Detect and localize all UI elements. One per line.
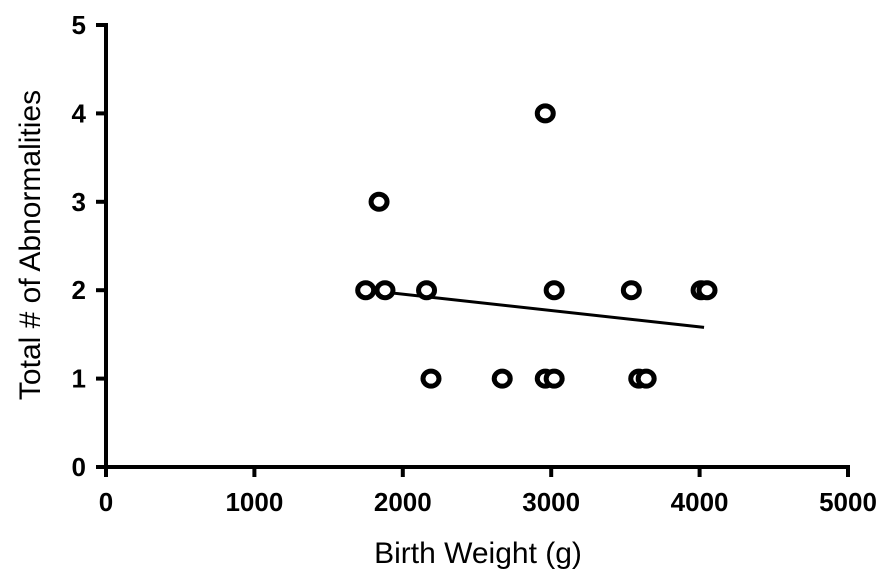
data-point <box>358 283 374 298</box>
data-points <box>358 106 715 386</box>
y-tick-label: 5 <box>72 10 86 40</box>
x-tick-label: 2000 <box>374 487 432 517</box>
data-point <box>419 283 435 298</box>
x-tick-label: 3000 <box>522 487 580 517</box>
y-tick-label: 0 <box>72 452 86 482</box>
data-point <box>638 371 654 386</box>
data-point <box>546 371 562 386</box>
axes <box>106 23 850 467</box>
y-axis-label: Total # of Abnormalities <box>14 90 47 400</box>
x-tick-label: 0 <box>99 487 113 517</box>
data-point <box>623 283 639 298</box>
y-tick-label: 2 <box>72 275 86 305</box>
data-point <box>423 371 439 386</box>
x-tick-label: 4000 <box>671 487 729 517</box>
x-tick-label: 5000 <box>819 487 877 517</box>
tick-labels: 0 1000 2000 3000 4000 5000 0 1 2 3 4 5 <box>72 10 877 517</box>
y-tick-label: 1 <box>72 364 86 394</box>
x-axis-label: Birth Weight (g) <box>374 537 582 570</box>
data-point <box>494 371 510 386</box>
y-tick-label: 4 <box>72 98 87 128</box>
data-point <box>546 283 562 298</box>
data-point <box>537 106 553 121</box>
x-tick-label: 1000 <box>225 487 283 517</box>
trend-line <box>367 290 704 327</box>
ticks <box>96 25 848 477</box>
y-tick-label: 3 <box>72 187 86 217</box>
data-point <box>699 283 715 298</box>
data-point <box>377 283 393 298</box>
data-point <box>371 194 387 209</box>
